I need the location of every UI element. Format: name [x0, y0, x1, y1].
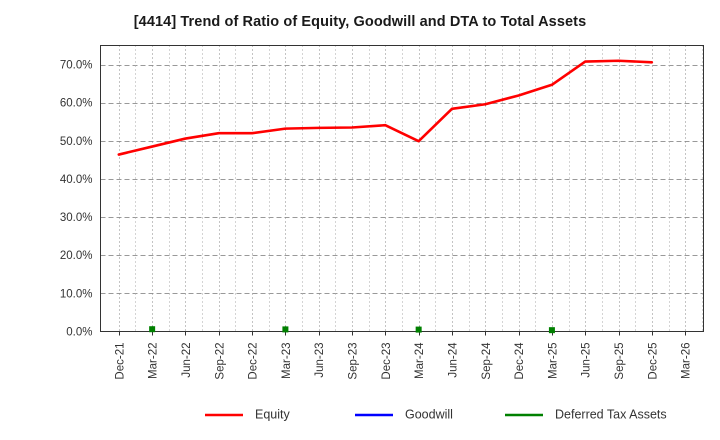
- y-gridlines: [100, 65, 704, 294]
- y-axis-tick-label: 40.0%: [60, 174, 93, 186]
- data-series-line: [117, 59, 654, 156]
- x-axis-tick-label: Dec-21: [114, 343, 126, 380]
- x-gridlines: [119, 45, 703, 332]
- x-axis-tick-label: Mar-24: [414, 342, 426, 379]
- y-axis-tick-label: 10.0%: [60, 288, 93, 300]
- x-axis-ticks: Dec-21 Mar-22 Jun-22 Sep-22 Dec-22 Mar-23 Jun-…: [114, 331, 693, 380]
- data-point-marker: [149, 326, 156, 333]
- x-axis-tick-label: Sep-22: [214, 343, 226, 380]
- x-axis-tick-label: Dec-25: [647, 343, 659, 380]
- y-axis-ticks: 0.0% 10.0% 20.0% 30.0% 40.0% 50.0% 60.0% 70.0%: [60, 60, 93, 339]
- x-axis-tick-label: Mar-26: [681, 343, 693, 379]
- x-axis-tick-label: Dec-22: [248, 343, 260, 380]
- y-axis-tick-label: 20.0%: [60, 250, 93, 262]
- x-axis-tick-label: Sep-23: [348, 343, 360, 380]
- x-axis-tick-label: Dec-23: [381, 343, 393, 380]
- x-axis-tick-label: Mar-23: [281, 343, 293, 379]
- x-axis-tick-label: Sep-25: [614, 343, 626, 380]
- plot-frame: [100, 45, 704, 332]
- y-axis-tick-label: 30.0%: [60, 212, 93, 224]
- legend-label: Goodwill: [405, 407, 453, 421]
- data-point-marker: [548, 327, 555, 334]
- y-axis-tick-label: 50.0%: [60, 136, 93, 148]
- x-axis-tick-label: Mar-22: [148, 343, 160, 379]
- x-axis-tick-label: Jun-22: [181, 343, 193, 378]
- y-axis-tick-label: 0.0%: [66, 327, 92, 339]
- data-point-marker: [415, 326, 422, 333]
- x-axis-tick-label: Jun-23: [314, 343, 326, 378]
- x-axis-tick-label: Mar-25: [547, 343, 559, 379]
- data-point-marker: [282, 326, 289, 333]
- x-axis-tick-label: Sep-24: [481, 342, 493, 380]
- x-axis-tick-label: Jun-25: [581, 343, 593, 378]
- x-axis-tick-label: Jun-24: [447, 342, 459, 378]
- series-layer: [117, 59, 654, 334]
- chart-legend: Equity Goodwill Deferred Tax Assets: [205, 407, 667, 421]
- chart-title: [4414] Trend of Ratio of Equity, Goodwil…: [133, 14, 587, 30]
- legend-label: Deferred Tax Assets: [555, 407, 667, 421]
- legend-label: Equity: [255, 407, 290, 421]
- y-axis-tick-label: 70.0%: [60, 60, 93, 72]
- x-axis-tick-label: Dec-24: [514, 342, 526, 380]
- y-axis-tick-label: 60.0%: [60, 98, 93, 110]
